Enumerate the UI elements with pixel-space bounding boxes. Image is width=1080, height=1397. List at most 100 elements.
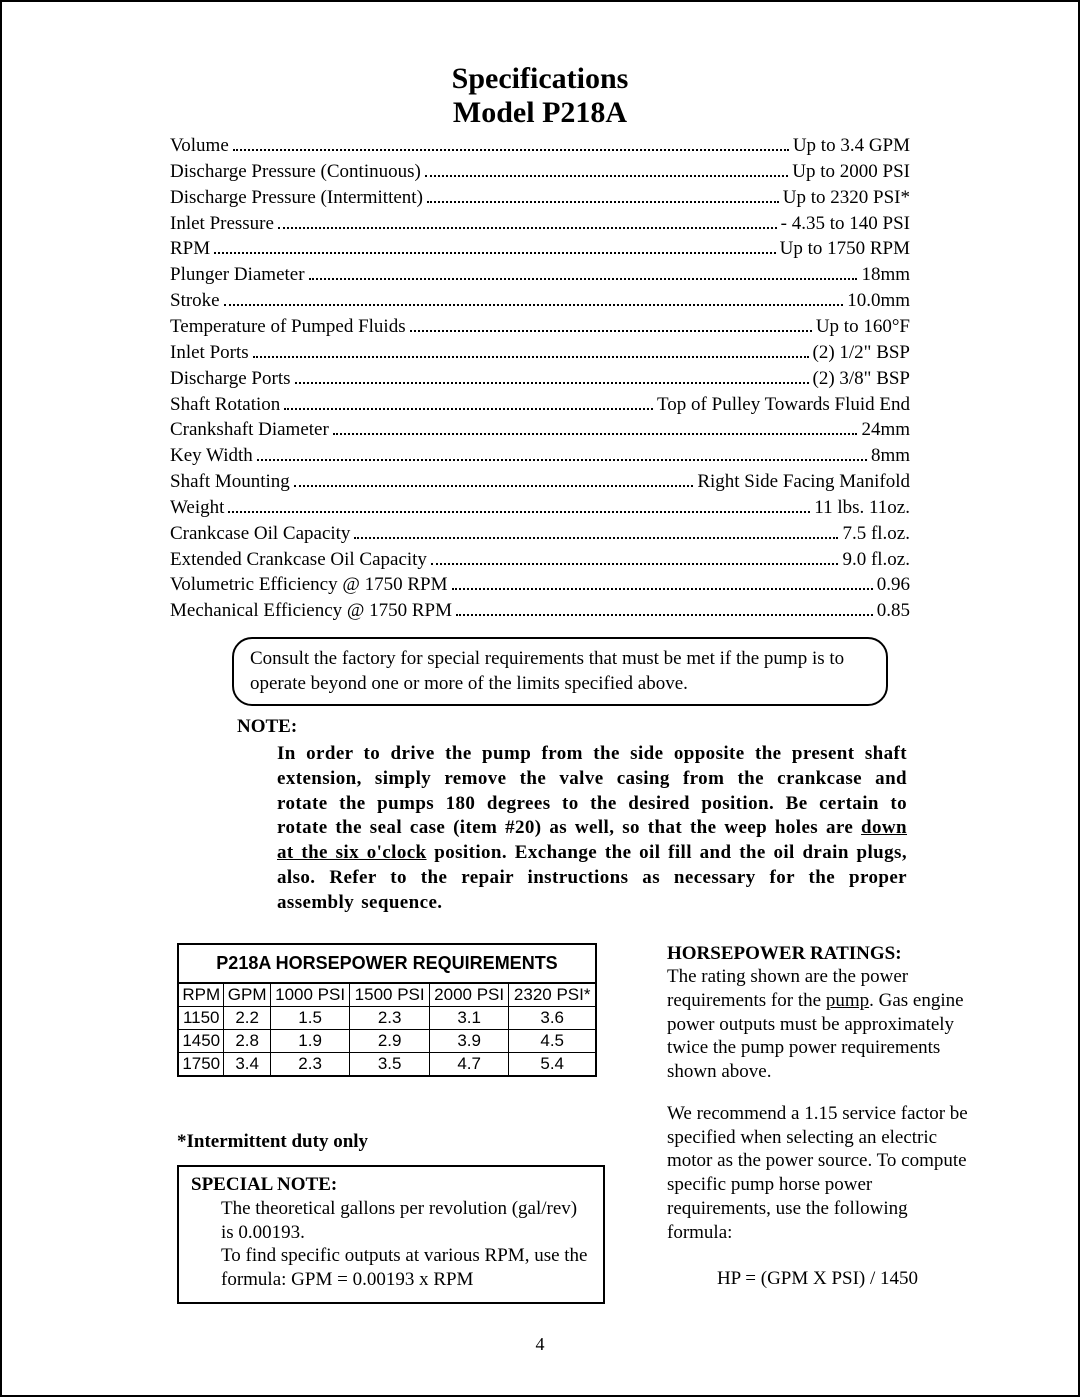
spec-label: Volume [170, 134, 229, 158]
spec-value: Up to 2320 PSI* [783, 186, 910, 210]
table-row: 14502.81.92.93.94.5 [178, 1030, 596, 1053]
hp-column-header: 2320 PSI* [509, 983, 596, 1007]
note-heading: NOTE: [237, 716, 957, 738]
spec-value: 18mm [861, 263, 910, 287]
hp-cell: 3.9 [429, 1030, 509, 1053]
special-note-line1: The theoretical gallons per revolution (… [221, 1197, 591, 1245]
hp-table-title: P218A HORSEPOWER REQUIREMENTS [178, 944, 596, 983]
spec-row: Inlet Pressure - 4.35 to 140 PSI [170, 210, 910, 236]
hp-cell: 2.3 [350, 1007, 430, 1030]
hp-column-header: RPM [178, 983, 224, 1007]
spec-label: Volumetric Efficiency @ 1750 RPM [170, 573, 448, 597]
spec-row: Discharge Pressure (Continuous) Up to 20… [170, 158, 910, 184]
spec-value: 8mm [871, 444, 910, 468]
spec-leader-dots [233, 132, 789, 151]
spec-leader-dots [333, 416, 858, 435]
spec-value: Right Side Facing Manifold [697, 470, 910, 494]
spec-row: Volume Up to 3.4 GPM [170, 132, 910, 158]
spec-row: Plunger Diameter 18mm [170, 261, 910, 287]
spec-value: (2) 1/2" BSP [813, 341, 911, 365]
hp-cell: 2.9 [350, 1030, 430, 1053]
hp-formula: HP = (GPM X PSI) / 1450 [667, 1268, 968, 1290]
spec-leader-dots [425, 158, 788, 177]
spec-row: Stroke 10.0mm [170, 287, 910, 313]
hp-cell: 1750 [178, 1053, 224, 1077]
hp-ratings-heading: HORSEPOWER RATINGS: [667, 943, 968, 965]
spec-list: Volume Up to 3.4 GPMDischarge Pressure (… [170, 132, 910, 623]
hp-cell: 3.1 [429, 1007, 509, 1030]
spec-leader-dots [278, 210, 777, 229]
spec-label: Key Width [170, 444, 253, 468]
spec-leader-dots [427, 184, 779, 203]
spec-value: 10.0mm [847, 289, 910, 313]
spec-value: (2) 3/8" BSP [813, 367, 911, 391]
spec-row: Discharge Ports (2) 3/8" BSP [170, 365, 910, 391]
spec-leader-dots [253, 339, 809, 358]
spec-leader-dots [284, 390, 653, 409]
hp-cell: 4.5 [509, 1030, 596, 1053]
hp-cell: 3.6 [509, 1007, 596, 1030]
spec-value: 7.5 fl.oz. [842, 522, 910, 546]
note-pre: In order to drive the pump from the side… [277, 743, 907, 838]
note-body: In order to drive the pump from the side… [277, 742, 907, 915]
spec-leader-dots [410, 313, 812, 332]
table-row: 11502.21.52.33.13.6 [178, 1007, 596, 1030]
spec-leader-dots [214, 235, 775, 254]
spec-label: Weight [170, 496, 224, 520]
hp-p1u: pump [826, 990, 869, 1011]
hp-cell: 2.2 [224, 1007, 270, 1030]
spec-label: Mechanical Efficiency @ 1750 RPM [170, 599, 452, 623]
spec-label: RPM [170, 237, 210, 261]
spec-leader-dots [309, 261, 858, 280]
hp-cell: 1.5 [270, 1007, 350, 1030]
spec-leader-dots [294, 468, 694, 487]
spec-row: Discharge Pressure (Intermittent) Up to … [170, 184, 910, 210]
spec-value: 0.85 [877, 599, 910, 623]
spec-label: Discharge Pressure (Continuous) [170, 160, 421, 184]
spec-leader-dots [431, 546, 839, 565]
hp-column-header: 1500 PSI [350, 983, 430, 1007]
hp-cell: 5.4 [509, 1053, 596, 1077]
spec-leader-dots [456, 597, 873, 616]
spec-row: Shaft Mounting Right Side Facing Manifol… [170, 468, 910, 494]
spec-label: Stroke [170, 289, 220, 313]
hp-column-header: 1000 PSI [270, 983, 350, 1007]
spec-leader-dots [295, 365, 809, 384]
spec-row: Crankshaft Diameter 24mm [170, 416, 910, 442]
spec-value: Up to 1750 RPM [780, 237, 910, 261]
spec-row: Temperature of Pumped Fluids Up to 160°F [170, 313, 910, 339]
factory-callout: Consult the factory for special requirem… [232, 637, 888, 706]
spec-label: Discharge Pressure (Intermittent) [170, 186, 423, 210]
spec-label: Crankcase Oil Capacity [170, 522, 350, 546]
table-row: 17503.42.33.54.75.4 [178, 1053, 596, 1077]
hp-cell: 3.5 [350, 1053, 430, 1077]
spec-row: Inlet Ports (2) 1/2" BSP [170, 339, 910, 365]
hp-cell: 2.8 [224, 1030, 270, 1053]
special-note-box: SPECIAL NOTE: The theoretical gallons pe… [177, 1165, 605, 1304]
spec-value: - 4.35 to 140 PSI [781, 212, 910, 236]
spec-value: 9.0 fl.oz. [842, 548, 910, 572]
spec-value: Up to 3.4 GPM [793, 134, 910, 158]
spec-leader-dots [257, 442, 867, 461]
spec-value: Top of Pulley Towards Fluid End [657, 393, 910, 417]
hp-column-header: 2000 PSI [429, 983, 509, 1007]
hp-cell: 2.3 [270, 1053, 350, 1077]
special-note-heading: SPECIAL NOTE: [191, 1173, 591, 1197]
spec-leader-dots [224, 287, 844, 306]
hp-cell: 1450 [178, 1030, 224, 1053]
model-subtitle: Model P218A [62, 96, 1018, 130]
hp-column-header: GPM [224, 983, 270, 1007]
spec-label: Shaft Rotation [170, 393, 280, 417]
spec-label: Inlet Pressure [170, 212, 274, 236]
note-block: NOTE: In order to drive the pump from th… [237, 716, 957, 915]
spec-label: Plunger Diameter [170, 263, 305, 287]
spec-leader-dots [452, 571, 873, 590]
spec-value: 11 lbs. 11oz. [814, 496, 910, 520]
intermittent-note: *Intermittent duty only [177, 1131, 637, 1153]
spec-label: Temperature of Pumped Fluids [170, 315, 406, 339]
spec-row: Mechanical Efficiency @ 1750 RPM 0.85 [170, 597, 910, 623]
spec-row: Crankcase Oil Capacity 7.5 fl.oz. [170, 520, 910, 546]
hp-cell: 1150 [178, 1007, 224, 1030]
hp-ratings-p2: We recommend a 1.15 service factor be sp… [667, 1102, 968, 1245]
spec-row: Weight 11 lbs. 11oz. [170, 494, 910, 520]
